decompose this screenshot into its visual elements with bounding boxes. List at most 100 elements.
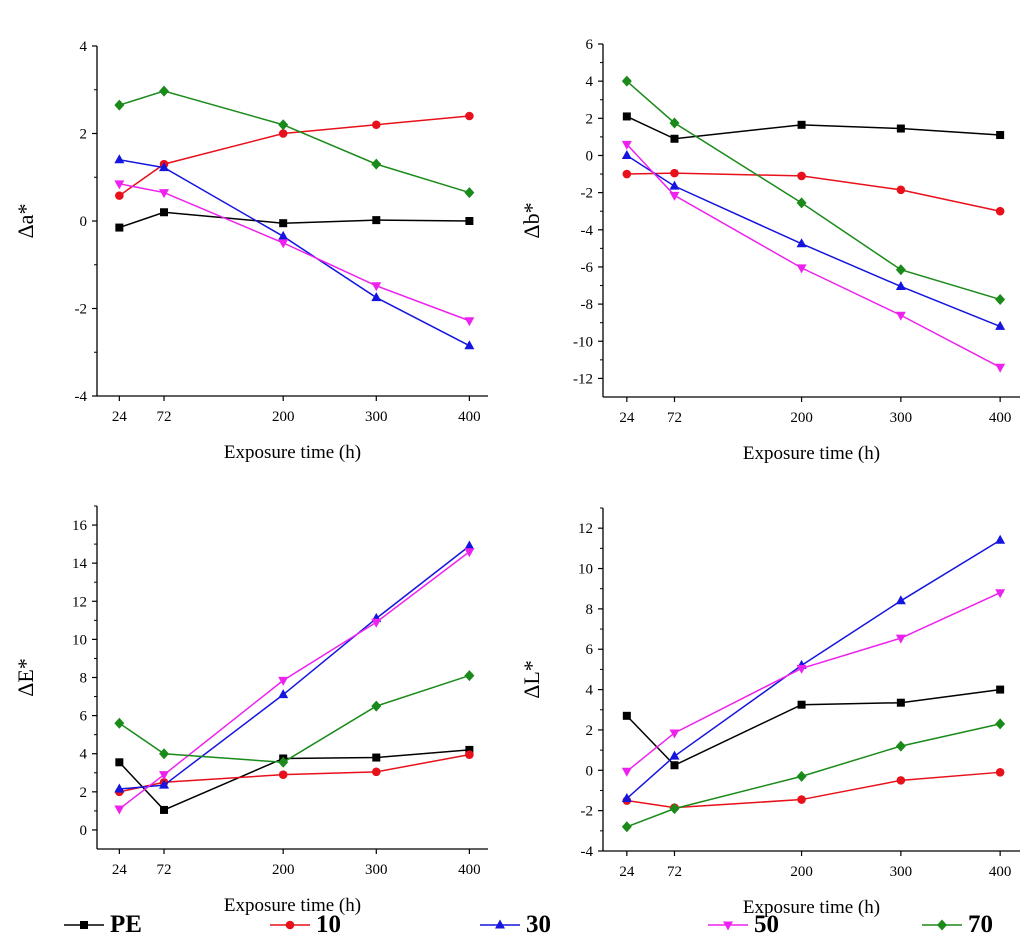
y-tick-label: 4 [80, 39, 88, 55]
data-point-50 [278, 239, 289, 249]
data-point-pe [670, 761, 679, 770]
y-tick-label: -4 [75, 389, 88, 405]
data-point-70 [464, 187, 475, 199]
data-point-pe [372, 216, 381, 225]
series-line-10 [119, 753, 470, 793]
y-tick-label: 2 [80, 785, 88, 801]
x-tick-label: 300 [365, 862, 388, 878]
data-point-30 [159, 779, 170, 789]
data-point-30 [895, 595, 906, 605]
data-point-50 [114, 805, 125, 815]
data-point-pe [622, 112, 631, 121]
y-tick-label: 6 [586, 642, 594, 658]
data-point-pe [115, 758, 124, 767]
y-tick-label: -4 [581, 844, 594, 860]
data-point-pe [797, 700, 806, 709]
series-line-50 [119, 183, 470, 322]
data-point-pe [160, 805, 169, 814]
data-point-pe [465, 217, 474, 225]
data-point-50 [669, 191, 680, 201]
y-tick-label: 8 [80, 671, 88, 687]
data-point-10 [622, 169, 632, 179]
y-tick-label: 12 [578, 521, 593, 537]
data-point-30 [464, 340, 475, 350]
y-tick-label: 2 [586, 111, 594, 127]
data-point-10 [465, 111, 474, 121]
series-10 [622, 168, 1005, 216]
data-point-70 [796, 197, 807, 209]
y-axis-title: Δa* [13, 204, 38, 239]
data-point-70 [895, 740, 906, 752]
y-tick-label: -6 [581, 260, 594, 276]
data-point-50 [621, 140, 632, 150]
x-axis-title: Exposure time (h) [743, 897, 880, 918]
y-tick-label: -8 [581, 297, 594, 313]
data-point-70 [995, 718, 1006, 730]
data-point-10 [371, 767, 381, 777]
data-point-10 [670, 168, 679, 178]
series-line-70 [118, 674, 470, 764]
data-point-30 [371, 292, 382, 302]
series-line-30 [626, 539, 1001, 800]
data-point-pe [279, 219, 288, 228]
y-tick-label: 0 [586, 148, 594, 164]
x-tick-label: 72 [157, 862, 172, 878]
data-point-70 [796, 770, 807, 782]
series-line-10 [626, 172, 1001, 212]
data-point-30 [796, 238, 807, 248]
data-point-50 [796, 264, 807, 274]
legend-swatch-70 [922, 919, 962, 931]
legend-label-10: 10 [316, 911, 341, 938]
data-point-pe [622, 711, 631, 720]
series-pe [622, 685, 1005, 770]
series-line-50 [626, 592, 1001, 772]
legend: PE 10 30 50 70 [0, 900, 1026, 952]
data-point-50 [669, 729, 680, 739]
y-axis-title: ΔE* [13, 658, 38, 697]
data-point-pe [996, 685, 1005, 694]
data-point-50 [371, 282, 382, 292]
data-point-10 [995, 768, 1005, 777]
data-point-30 [114, 154, 125, 164]
data-point-10 [797, 171, 806, 181]
data-point-10 [278, 129, 288, 138]
data-point-10 [465, 750, 474, 759]
series-30 [114, 154, 475, 350]
data-point-70 [114, 717, 125, 729]
data-point-50 [371, 618, 382, 628]
data-point-70 [621, 821, 632, 833]
y-tick-label: 4 [586, 74, 594, 90]
data-point-30 [621, 149, 632, 159]
y-axis-title: ΔL* [519, 660, 544, 699]
legend-marker [495, 919, 505, 929]
data-point-30 [669, 750, 680, 760]
y-tick-label: 8 [586, 602, 594, 618]
y-tick-label: -10 [573, 334, 593, 350]
data-point-50 [159, 771, 170, 781]
legend-swatch-pe [64, 921, 104, 929]
legend-label-50: 50 [754, 911, 779, 938]
series-line-70 [626, 723, 1001, 828]
legend-marker [80, 921, 88, 929]
x-axis-title: Exposure time (h) [224, 442, 361, 463]
series-70 [114, 85, 475, 199]
data-point-50 [114, 180, 125, 190]
y-tick-label: 0 [80, 214, 88, 230]
data-point-70 [669, 803, 680, 815]
x-tick-label: 400 [989, 864, 1012, 880]
y-tick-label: 10 [578, 562, 593, 578]
y-tick-label: 0 [80, 823, 88, 839]
data-point-50 [995, 363, 1006, 373]
data-point-30 [159, 162, 170, 172]
data-point-10 [115, 191, 124, 200]
data-point-70 [278, 756, 289, 768]
data-point-50 [278, 676, 289, 686]
y-tick-label: 0 [586, 763, 594, 779]
series-30 [621, 534, 1006, 803]
data-point-30 [114, 783, 125, 793]
series-line-pe [119, 211, 470, 229]
series-line-30 [119, 545, 470, 790]
